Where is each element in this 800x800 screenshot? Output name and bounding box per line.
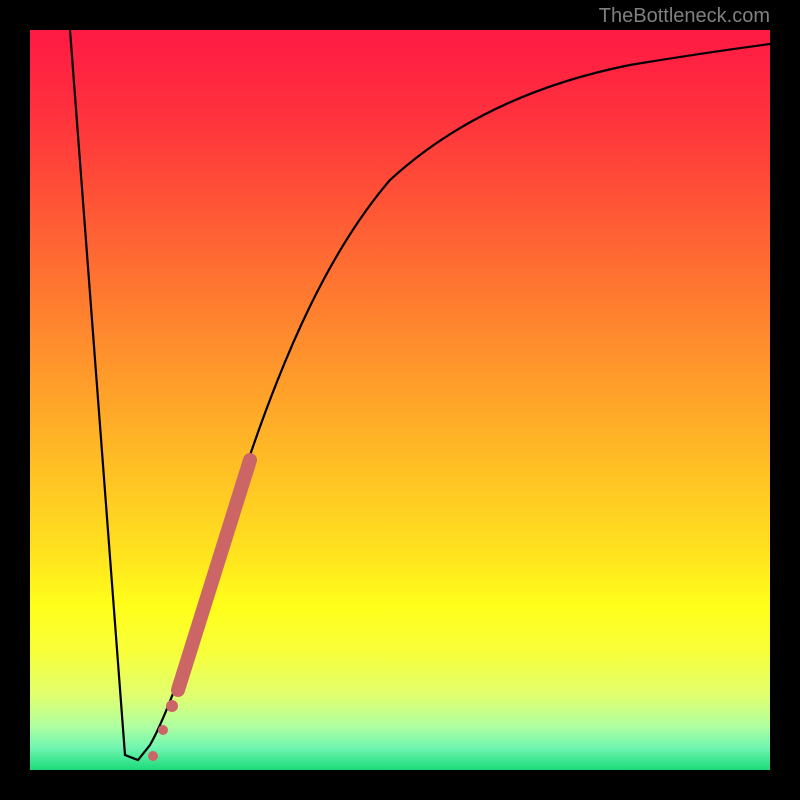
watermark-text: TheBottleneck.com bbox=[599, 5, 770, 28]
bottleneck-curve bbox=[30, 30, 770, 770]
chart-area bbox=[30, 30, 770, 770]
performance-curve-line bbox=[70, 30, 770, 760]
